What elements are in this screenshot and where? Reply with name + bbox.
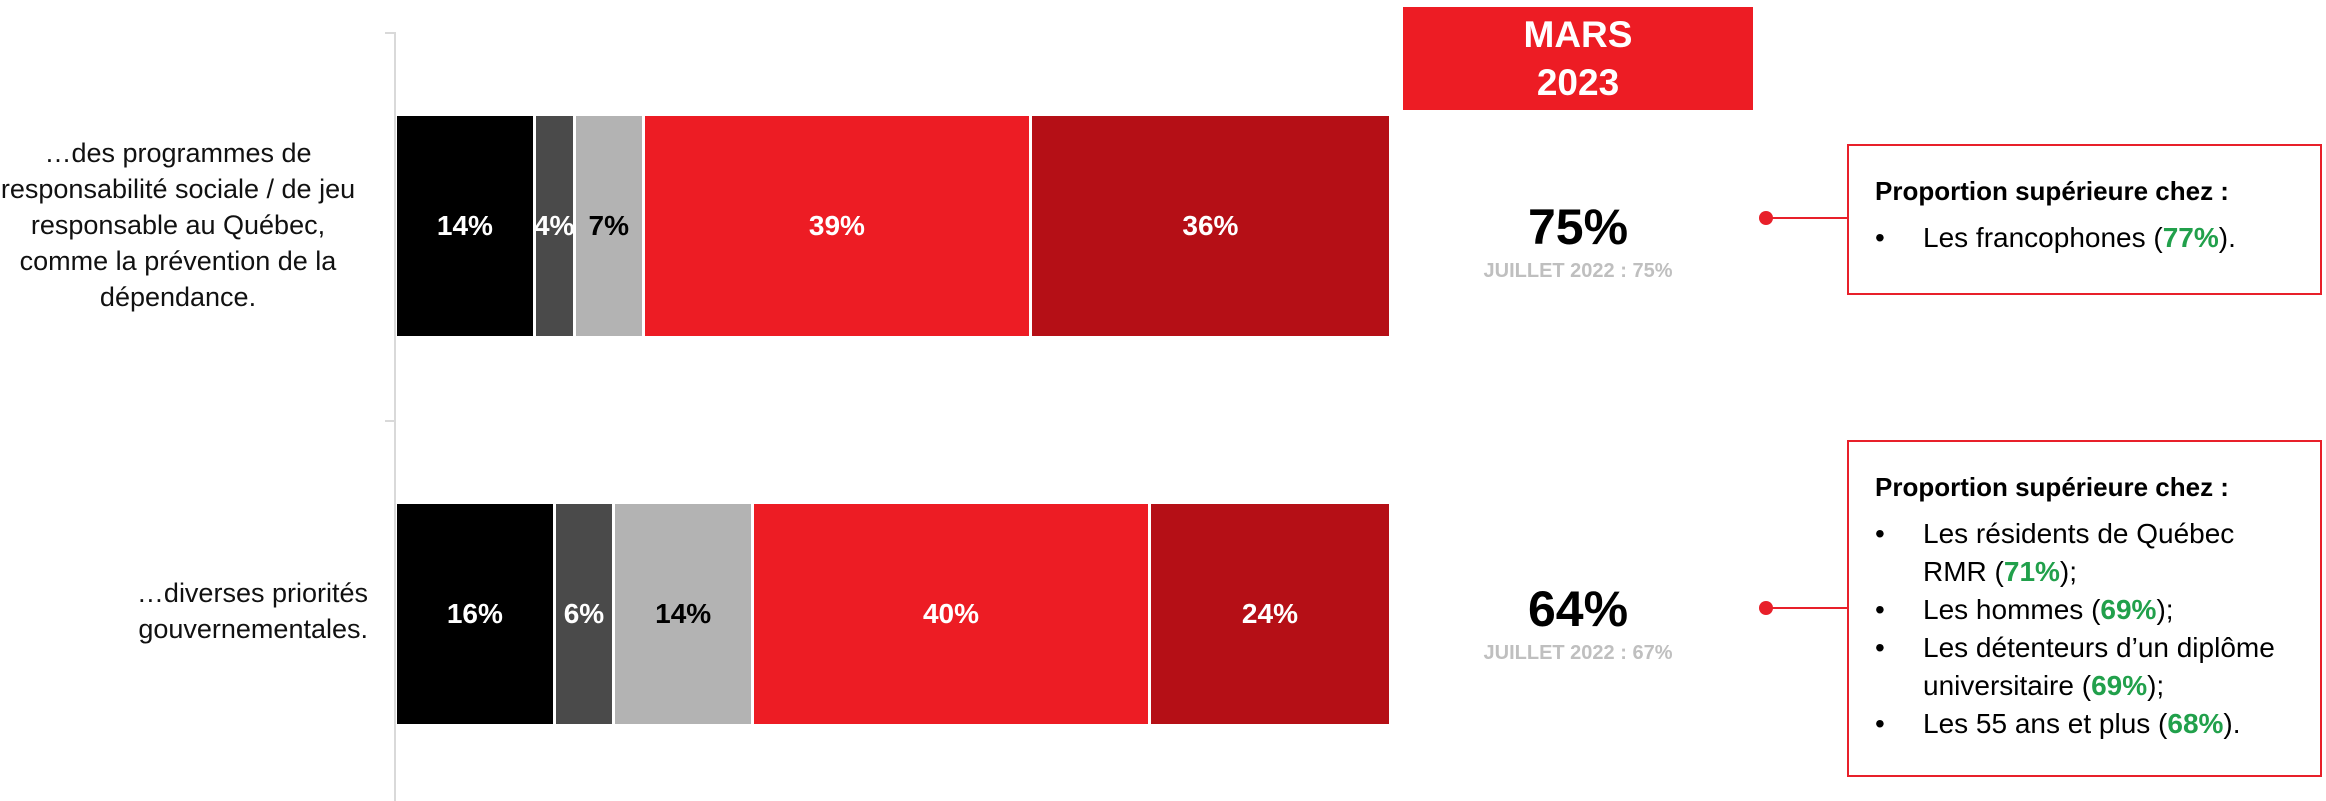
bar-data-label: 14% — [655, 598, 712, 629]
axis-tick — [385, 420, 395, 422]
item-text: Les résidents de Québec RMR ( — [1923, 518, 2235, 587]
row-label-line: comme la prévention de la — [19, 246, 337, 276]
item-percent: 68% — [2167, 708, 2224, 739]
bar-segment: 16% — [397, 504, 556, 724]
callout-list: • Les résidents de Québec RMR (71%); • Les… — [1875, 515, 2300, 743]
bar-segment: 7% — [575, 116, 645, 336]
item-percent: 71% — [2003, 556, 2060, 587]
bullet-icon: • — [1875, 594, 1885, 625]
bar-data-label: 6% — [563, 598, 605, 629]
category-axis — [394, 32, 396, 801]
callout-government-priorities: Proportion supérieure chez : • Les réside… — [1847, 440, 2322, 777]
row-label-line: gouvernementales. — [138, 614, 368, 644]
callout-heading: Proportion supérieure chez : — [1875, 176, 2229, 206]
connector-line — [1766, 217, 1847, 219]
callout-responsible-gaming: Proportion supérieure chez : • Les franco… — [1847, 144, 2322, 295]
bullet-icon: • — [1875, 518, 1885, 549]
row-label-line: …des programmes de — [44, 138, 312, 168]
row-label-government-priorities: …diverses priorités gouvernementales. — [28, 575, 368, 647]
callout-heading: Proportion supérieure chez : — [1875, 472, 2229, 502]
total-value: 64% — [1527, 581, 1629, 637]
item-suffix: ); — [2156, 594, 2174, 625]
callout-item: • Les 55 ans et plus (68%). — [1875, 705, 2300, 743]
previous-period-value: JUILLET 2022 : 67% — [1483, 642, 1673, 664]
bar-segment: 4% — [533, 116, 576, 336]
bar-data-label: 36% — [1182, 210, 1239, 241]
axis-tick — [385, 32, 395, 34]
bullet-icon: • — [1875, 708, 1885, 739]
item-text: Les détenteurs d’un diplôme universitair… — [1923, 632, 2275, 701]
bar-segment: 14% — [397, 116, 536, 336]
item-percent: 77% — [2162, 222, 2219, 253]
bullet-icon: • — [1875, 632, 1885, 663]
bar-segment: 14% — [615, 504, 755, 724]
bar-data-label: 14% — [436, 210, 493, 241]
row-label-line: responsable au Québec, — [30, 210, 326, 240]
row-label-line: …diverses priorités — [136, 578, 368, 608]
callout-item: • Les hommes (69%); — [1875, 591, 2300, 629]
connector-line — [1766, 607, 1847, 609]
bar-segment: 6% — [555, 504, 616, 724]
bar-data-label: 24% — [1241, 598, 1298, 629]
bar-segment: 40% — [754, 504, 1151, 724]
bar-segment: 36% — [1031, 116, 1389, 336]
callout-list: • Les francophones (77%). — [1875, 219, 2300, 257]
item-percent: 69% — [2091, 670, 2148, 701]
item-percent: 69% — [2100, 594, 2157, 625]
period-month: MARS — [1523, 13, 1633, 55]
bar-segment: 24% — [1150, 504, 1389, 724]
row-label-line: dépendance. — [99, 282, 257, 312]
total-government-priorities: 64% JUILLET 2022 : 67% — [1400, 580, 1756, 665]
item-suffix: ); — [2147, 670, 2165, 701]
row-label-responsible-gaming: …des programmes de responsabilité social… — [0, 135, 368, 315]
bar-data-label: 40% — [922, 598, 980, 629]
bar-segment: 39% — [644, 116, 1032, 336]
bar-data-label: 39% — [808, 210, 865, 241]
item-text: Les hommes ( — [1923, 594, 2101, 625]
bullet-icon: • — [1875, 222, 1885, 253]
item-text: Les 55 ans et plus ( — [1923, 708, 2168, 739]
period-year: 2023 — [1536, 61, 1620, 103]
callout-item: • Les détenteurs d’un diplôme universitai… — [1875, 629, 2300, 705]
row-label-line: responsabilité sociale / de jeu — [0, 174, 356, 204]
total-value: 75% — [1527, 199, 1629, 255]
total-responsible-gaming: 75% JUILLET 2022 : 75% — [1400, 198, 1756, 283]
bar-data-label: 4% — [533, 210, 575, 241]
stacked-bar-government-priorities: 16% 6% 14% 40% 24% — [397, 504, 1389, 724]
callout-item: • Les francophones (77%). — [1875, 219, 2300, 257]
period-header: MARS 2023 — [1403, 7, 1753, 110]
item-suffix: ); — [2059, 556, 2078, 587]
callout-item: • Les résidents de Québec RMR (71%); — [1875, 515, 2300, 591]
bar-data-label: 16% — [446, 598, 503, 629]
item-suffix: ). — [2218, 222, 2236, 253]
item-suffix: ). — [2223, 708, 2241, 739]
item-text: Les francophones ( — [1923, 222, 2163, 253]
previous-period-value: JUILLET 2022 : 75% — [1483, 260, 1673, 282]
stacked-bar-responsible-gaming: 14% 4% 7% 39% 36% — [397, 116, 1389, 336]
bar-data-label: 7% — [588, 210, 629, 241]
